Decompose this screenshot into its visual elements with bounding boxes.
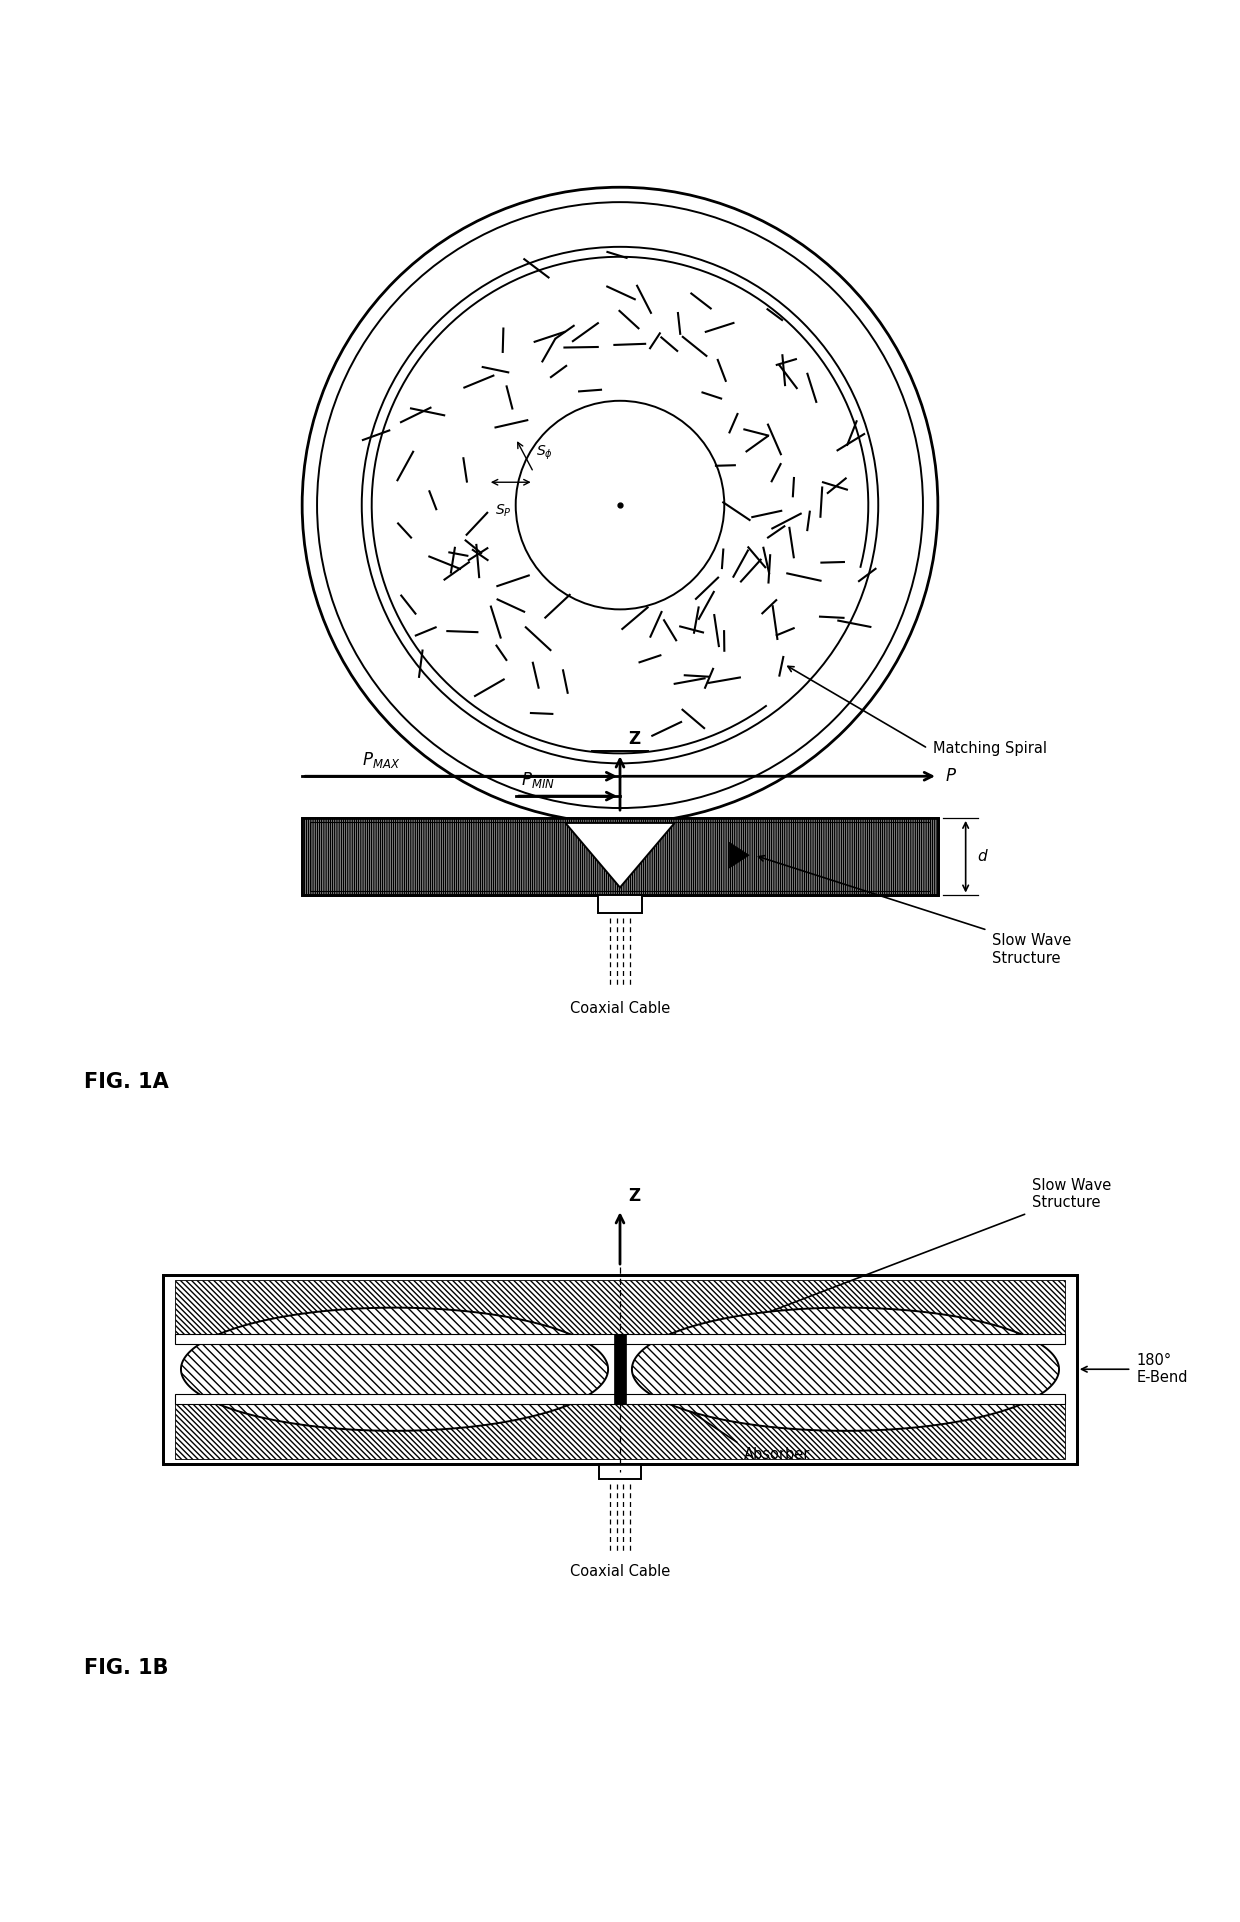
Text: 180°
E-Bend: 180° E-Bend bbox=[1137, 1353, 1188, 1386]
Text: $S_{\phi}$: $S_{\phi}$ bbox=[536, 444, 553, 461]
Text: Absorber: Absorber bbox=[744, 1447, 811, 1463]
Text: $P_{MAX}$: $P_{MAX}$ bbox=[362, 750, 401, 771]
Text: Z: Z bbox=[627, 1188, 640, 1205]
Text: FIG. 1B: FIG. 1B bbox=[83, 1659, 169, 1678]
Polygon shape bbox=[181, 1307, 608, 1430]
Text: Matching Spiral: Matching Spiral bbox=[932, 742, 1047, 755]
Text: Coaxial Cable: Coaxial Cable bbox=[570, 1001, 670, 1015]
Text: Slow Wave
Structure: Slow Wave Structure bbox=[992, 934, 1071, 965]
Text: Coaxial Cable: Coaxial Cable bbox=[570, 1565, 670, 1578]
Text: d: d bbox=[977, 850, 987, 865]
Bar bbox=[175, 1334, 1065, 1343]
Polygon shape bbox=[729, 842, 749, 869]
Bar bbox=[303, 819, 937, 896]
Bar bbox=[598, 896, 642, 913]
Polygon shape bbox=[565, 823, 675, 888]
Bar bbox=[175, 1280, 1065, 1334]
Bar bbox=[303, 819, 937, 894]
Bar bbox=[599, 1463, 641, 1480]
Bar bbox=[310, 823, 930, 892]
Text: FIG. 1A: FIG. 1A bbox=[83, 1072, 169, 1092]
Bar bbox=[175, 1393, 1065, 1403]
Text: Z: Z bbox=[627, 730, 640, 748]
Bar bbox=[614, 1334, 626, 1403]
Text: $P_{MIN}$: $P_{MIN}$ bbox=[521, 771, 554, 790]
Bar bbox=[164, 1274, 1076, 1463]
Bar bbox=[175, 1403, 1065, 1459]
Text: Slow Wave
Structure: Slow Wave Structure bbox=[1032, 1178, 1111, 1211]
Bar bbox=[303, 819, 937, 896]
Bar bbox=[164, 1274, 1076, 1463]
Polygon shape bbox=[632, 1307, 1059, 1430]
Text: P: P bbox=[946, 767, 956, 786]
Text: $S_{P}$: $S_{P}$ bbox=[496, 502, 512, 519]
